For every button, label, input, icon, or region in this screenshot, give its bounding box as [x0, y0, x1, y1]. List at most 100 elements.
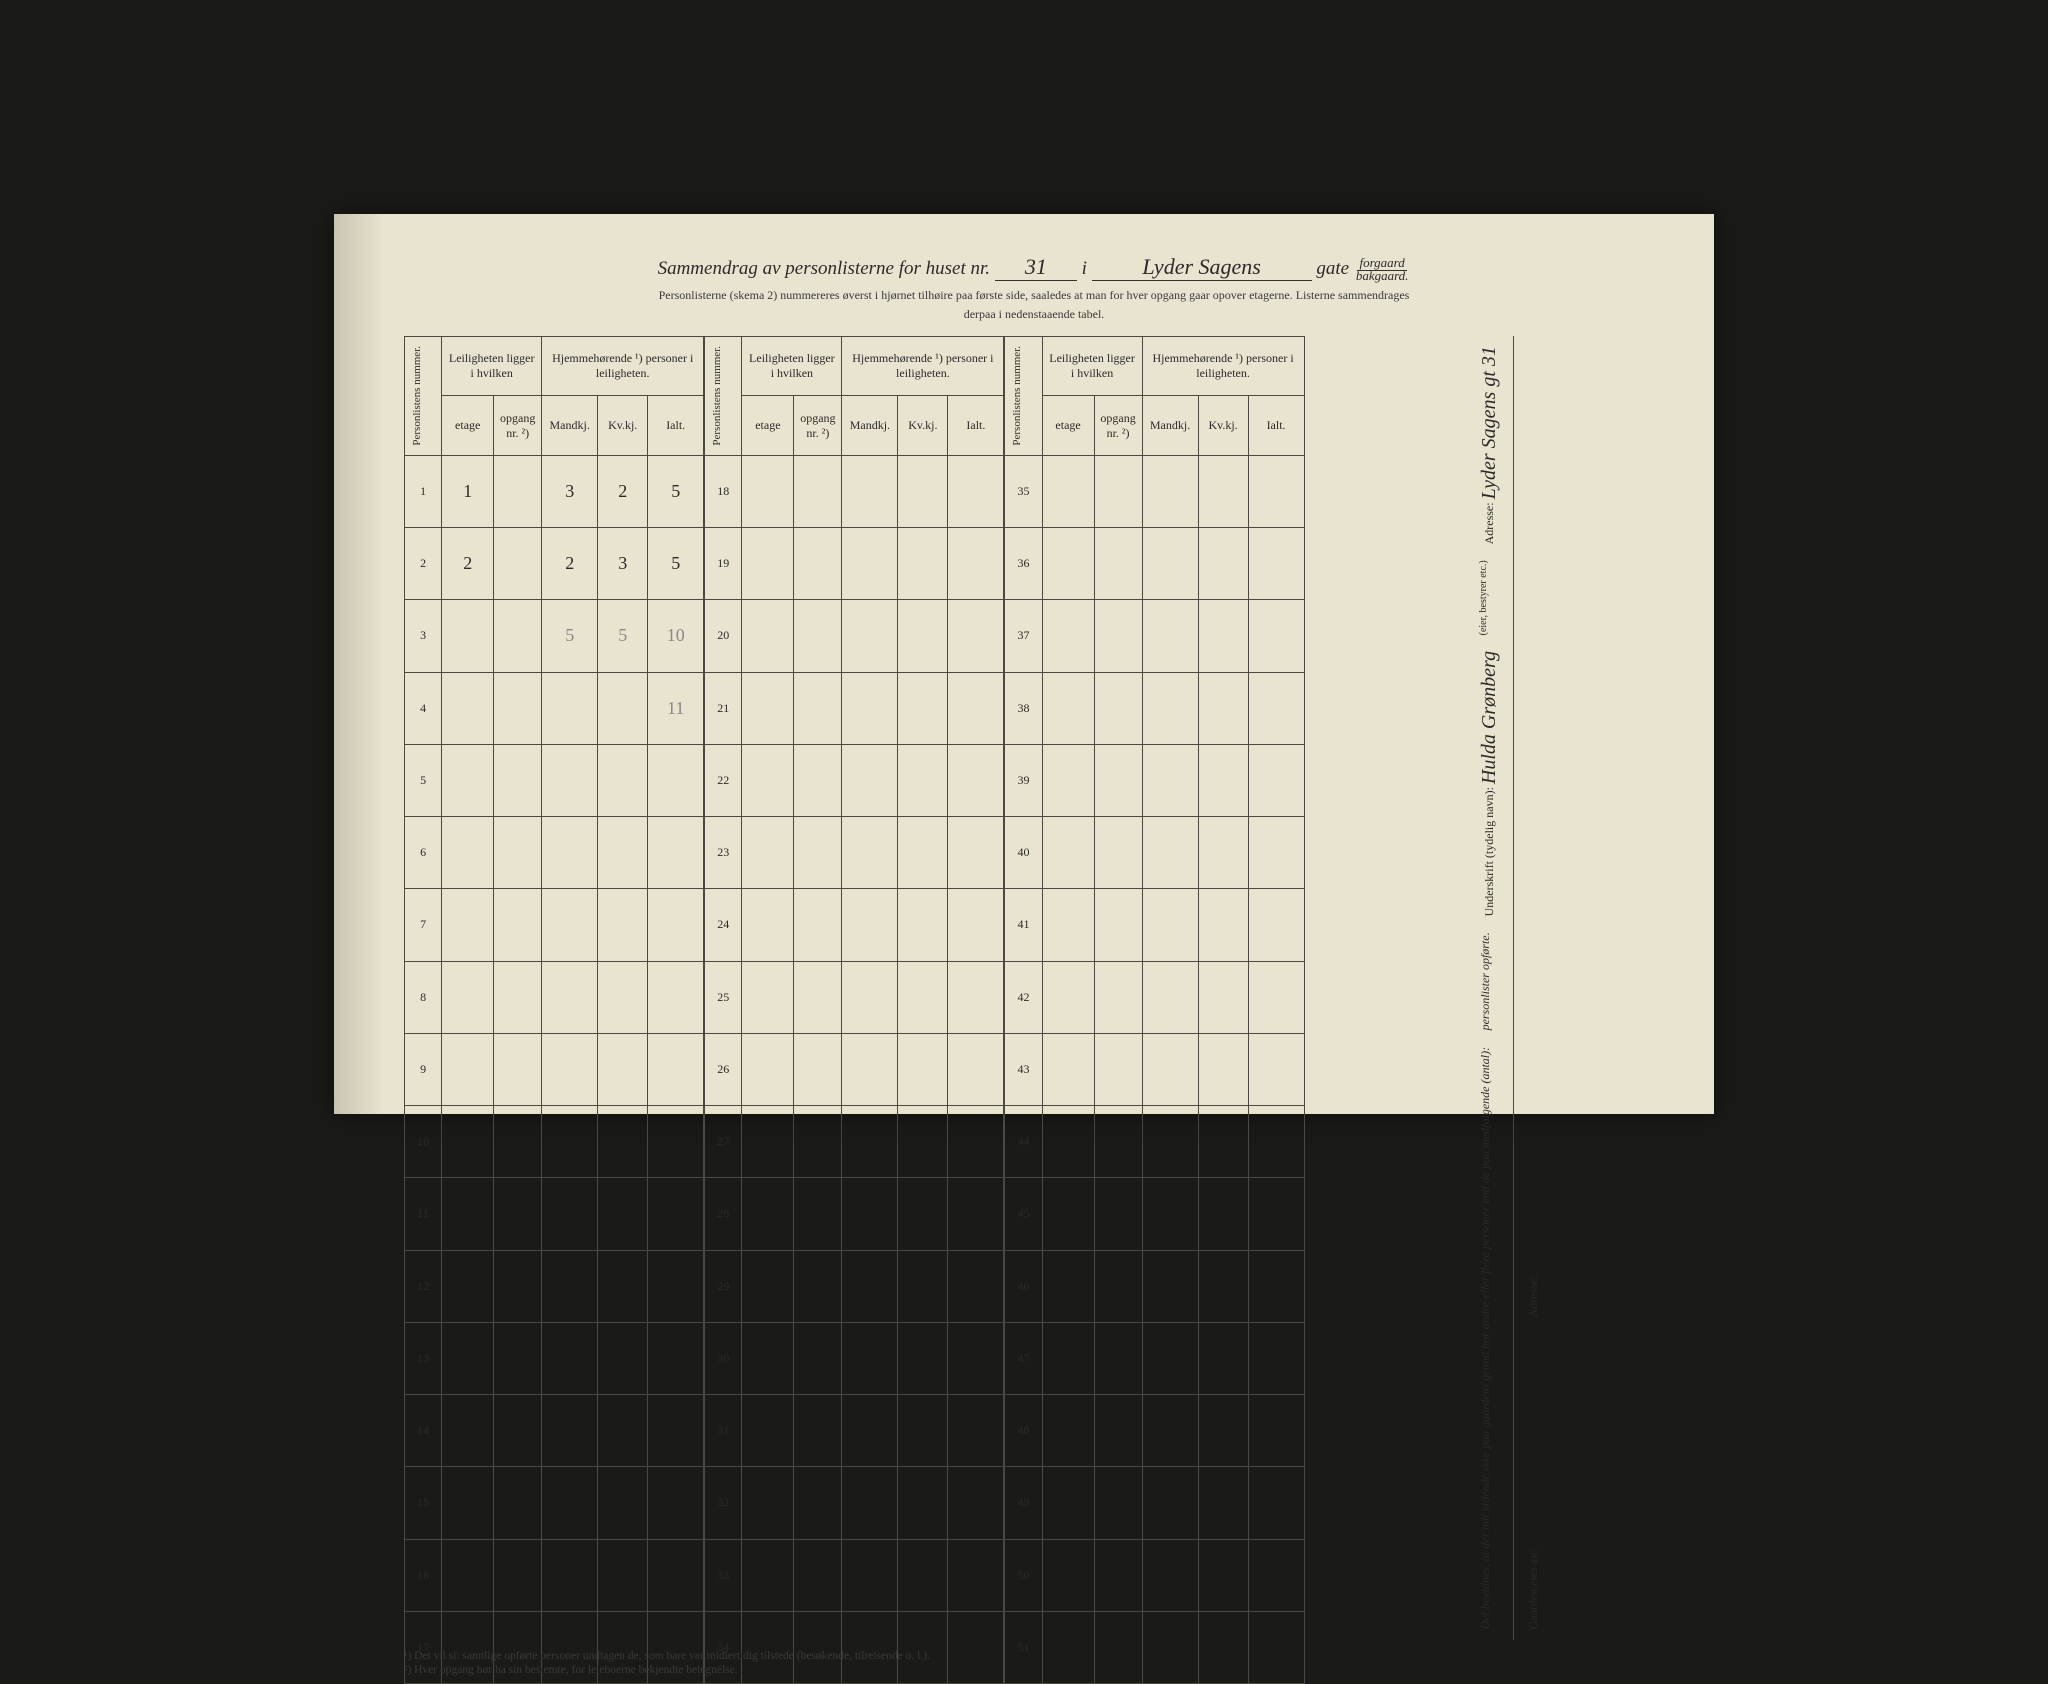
hdr-ialt-2: Ialt.: [948, 396, 1004, 455]
table-row: 40: [1005, 817, 1304, 889]
cell-mandkj: [1142, 817, 1198, 889]
cell-opgang: [494, 1539, 542, 1611]
cell-mandkj: [842, 889, 898, 961]
cell-opgang: [794, 889, 842, 961]
row-num: 9: [405, 1033, 442, 1105]
hdr-personlistens-2: Personlistens nummer.: [709, 340, 725, 452]
table-row: 6: [405, 817, 704, 889]
cell-mandkj: [842, 1033, 898, 1105]
table-row: 44: [1005, 1106, 1304, 1178]
cell-etage: [442, 744, 494, 816]
cell-kvkj: [1198, 889, 1248, 961]
cell-ialt: [1248, 1322, 1304, 1394]
cell-opgang: [794, 455, 842, 527]
cell-kvkj: [1198, 1611, 1248, 1683]
row-num: 31: [705, 1395, 742, 1467]
row-num: 21: [705, 672, 742, 744]
table-row: 43: [1005, 1033, 1304, 1105]
cell-mandkj: [1142, 455, 1198, 527]
gaarden-blank: [1526, 1334, 1541, 1534]
hdr-opgang-2: opgang nr. ²): [794, 396, 842, 455]
cell-etage: [1042, 817, 1094, 889]
cell-mandkj: [542, 1322, 598, 1394]
cell-ialt: [1248, 600, 1304, 672]
cell-opgang: [1094, 1178, 1142, 1250]
table-row: 25: [705, 961, 1004, 1033]
cell-mandkj: [1142, 1539, 1198, 1611]
cell-etage: [1042, 600, 1094, 672]
cell-opgang: [494, 1178, 542, 1250]
table-row: 13: [405, 1322, 704, 1394]
table-row: 33: [705, 1539, 1004, 1611]
adresse-label: Adresse:: [1482, 502, 1496, 544]
cell-ialt: [648, 889, 704, 961]
cell-kvkj: [898, 1395, 948, 1467]
cell-opgang: [1094, 1467, 1142, 1539]
subtitle-1: Personlisterne (skema 2) nummereres øver…: [404, 288, 1664, 303]
cell-mandkj: [842, 455, 898, 527]
row-num: 35: [1005, 455, 1042, 527]
table-row: 18: [705, 455, 1004, 527]
cell-mandkj: [842, 1178, 898, 1250]
cell-opgang: [494, 1322, 542, 1394]
cell-ialt: [948, 744, 1004, 816]
cell-opgang: [1094, 528, 1142, 600]
cell-mandkj: [1142, 1250, 1198, 1322]
cell-mandkj: [542, 961, 598, 1033]
cell-opgang: [494, 961, 542, 1033]
cell-kvkj: [898, 1539, 948, 1611]
cell-etage: [742, 455, 794, 527]
hdr-leiligheten-2: Leiligheten ligger i hvilken: [742, 337, 842, 396]
table-row: 12: [405, 1250, 704, 1322]
cell-opgang: [794, 1178, 842, 1250]
cell-ialt: [1248, 672, 1304, 744]
tables-container: Personlistens nummer. Leiligheten ligger…: [404, 336, 1454, 1639]
table-row: 29: [705, 1250, 1004, 1322]
cell-mandkj: [1142, 672, 1198, 744]
cell-kvkj: [898, 672, 948, 744]
cell-kvkj: [598, 1106, 648, 1178]
cell-kvkj: [598, 1250, 648, 1322]
cell-mandkj: [842, 672, 898, 744]
cell-etage: 1: [442, 455, 494, 527]
cell-etage: [442, 1539, 494, 1611]
personlister-text: personlister opførte.: [1478, 933, 1501, 1031]
hdr-opgang: opgang nr. ²): [494, 396, 542, 455]
hdr-etage-2: etage: [742, 396, 794, 455]
cell-etage: 2: [442, 528, 494, 600]
cell-kvkj: [1198, 1106, 1248, 1178]
gate-fraction: forgaard bakgaard.: [1354, 256, 1411, 282]
adresse-row: Adresse: Lyder Sagens gt 31: [1478, 346, 1501, 544]
cell-ialt: [648, 1106, 704, 1178]
cell-kvkj: [898, 1467, 948, 1539]
street-name: Lyder Sagens: [1092, 254, 1312, 281]
table-row: 26: [705, 1033, 1004, 1105]
cell-ialt: [948, 1611, 1004, 1683]
cell-mandkj: [842, 1467, 898, 1539]
hdr-leiligheten-3: Leiligheten ligger i hvilken: [1042, 337, 1142, 396]
row-num: 43: [1005, 1033, 1042, 1105]
cell-etage: [1042, 961, 1094, 1033]
cell-kvkj: [598, 1178, 648, 1250]
cell-kvkj: [898, 1106, 948, 1178]
row-num: 6: [405, 817, 442, 889]
cell-kvkj: [898, 600, 948, 672]
row-num: 12: [405, 1250, 442, 1322]
cell-opgang: [1094, 1611, 1142, 1683]
hdr-hjemme-2: Hjemmehørende ¹) personer i leiligheten.: [842, 337, 1004, 396]
hdr-personlistens-3: Personlistens nummer.: [1009, 340, 1025, 452]
table-row: 35: [1005, 455, 1304, 527]
table-row: 49: [1005, 1467, 1304, 1539]
table-row: 38: [1005, 672, 1304, 744]
row-num: 28: [705, 1178, 742, 1250]
cell-opgang: [794, 1539, 842, 1611]
row-num: 32: [705, 1467, 742, 1539]
cell-kvkj: [1198, 1178, 1248, 1250]
hdr-opgang-3: opgang nr. ²): [1094, 396, 1142, 455]
row-num: 25: [705, 961, 742, 1033]
row-num: 11: [405, 1178, 442, 1250]
cell-opgang: [794, 528, 842, 600]
table-row: 31: [705, 1395, 1004, 1467]
document-page: Sammendrag av personlisterne for huset n…: [334, 214, 1714, 1114]
side-divider: [1513, 336, 1514, 1639]
